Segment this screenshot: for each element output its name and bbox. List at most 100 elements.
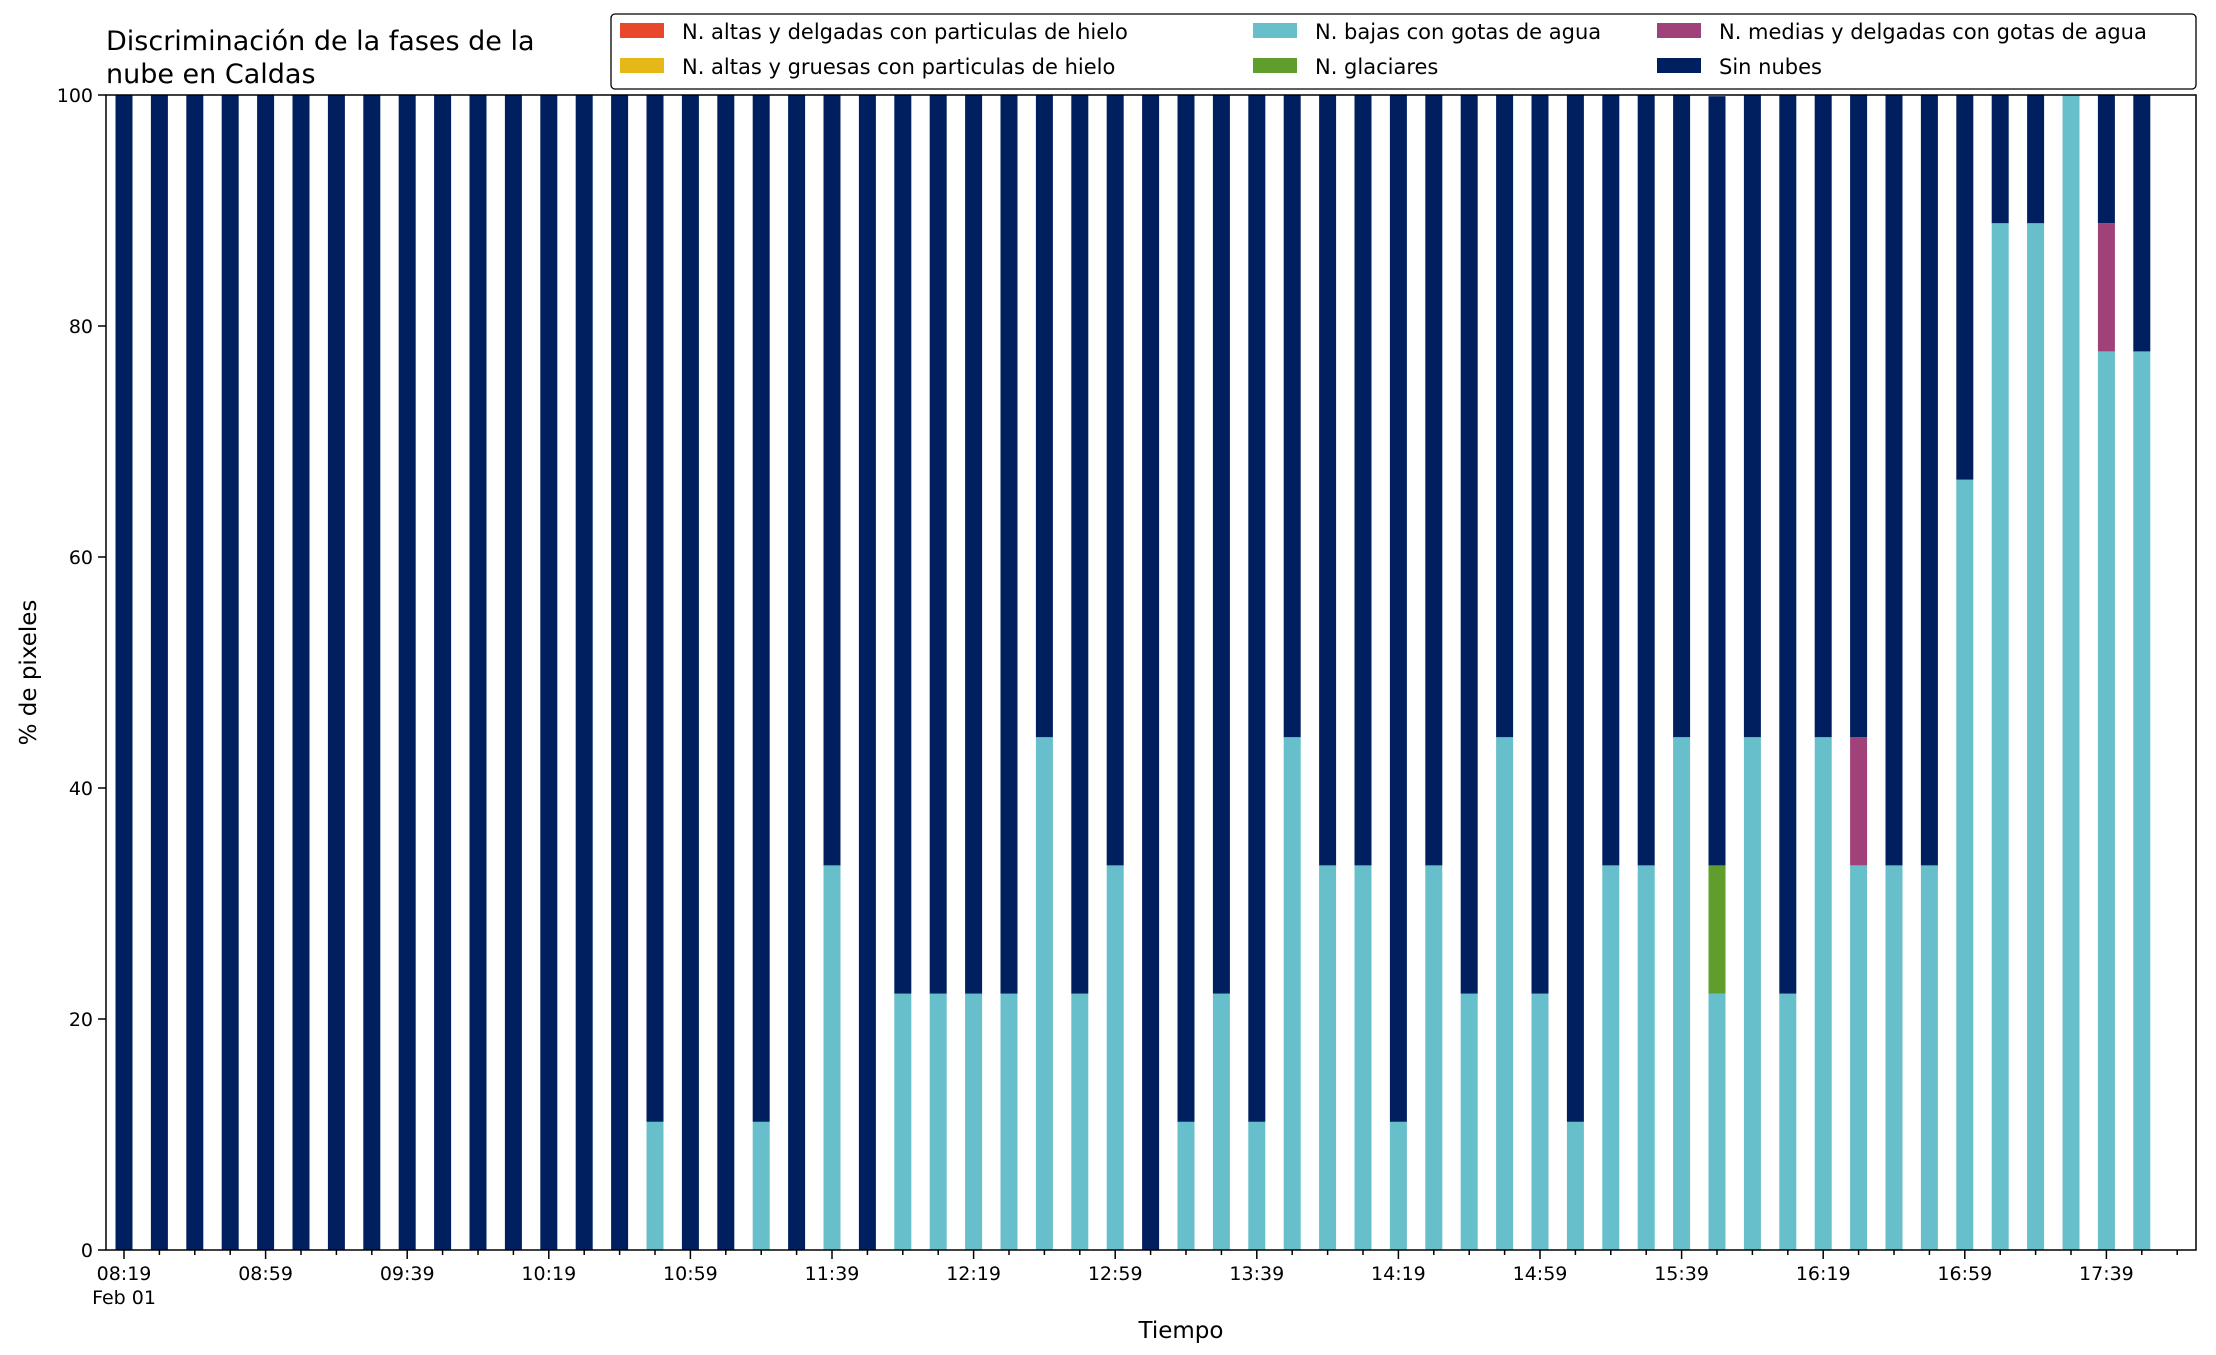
bar-bajas_gotas_agua-38 — [1460, 993, 1478, 1250]
x-tick-label: 15:39 — [1654, 1263, 1709, 1285]
bar-sin_nubes-45 — [1708, 96, 1726, 866]
bar-sin_nubes-3 — [221, 95, 239, 1250]
bar-sin_nubes-32 — [1248, 95, 1266, 1122]
bar-sin_nubes-16 — [681, 95, 699, 1250]
bar-bajas_gotas_agua-27 — [1071, 993, 1089, 1250]
x-axis: 08:19 08:59 09:39 10:19 10:59 11:39 12:19 12:59… — [92, 1250, 2178, 1309]
bar-bajas_gotas_agua-41 — [1566, 1121, 1584, 1250]
x-tick-label: 10:19 — [521, 1263, 576, 1285]
bar-bajas_gotas_agua-15 — [646, 1121, 664, 1250]
bar-sin_nubes-40 — [1531, 95, 1549, 994]
bar-sin_nubes-48 — [1814, 95, 1832, 738]
bar-sin_nubes-13 — [575, 95, 593, 1250]
bar-bajas_gotas_agua-50 — [1885, 865, 1903, 1250]
bar-sin_nubes-1 — [150, 95, 168, 1250]
y-axis-label: % de pixeles — [16, 600, 42, 746]
y-tick-label: 40 — [69, 778, 93, 800]
x-tick-label: 09:39 — [380, 1263, 435, 1285]
x-tick-label: 08:59 — [238, 1263, 293, 1285]
bar-sin_nubes-33 — [1283, 95, 1301, 738]
bars-layer — [115, 95, 2151, 1251]
bar-bajas_gotas_agua-20 — [823, 865, 841, 1250]
bar-bajas_gotas_agua-26 — [1035, 737, 1053, 1250]
legend: N. altas y delgadas con particulas de hi… — [610, 13, 2197, 90]
bar-bajas_gotas_agua-57 — [2133, 351, 2151, 1250]
legend-swatch-altas_gruesas_hielo — [620, 58, 664, 73]
bar-sin_nubes-4 — [257, 95, 275, 1250]
bar-bajas_gotas_agua-24 — [965, 993, 983, 1250]
bar-sin_nubes-38 — [1460, 95, 1478, 994]
bar-sin_nubes-31 — [1212, 95, 1230, 994]
bar-sin_nubes-35 — [1354, 95, 1372, 866]
bar-bajas_gotas_agua-47 — [1779, 993, 1797, 1250]
bar-sin_nubes-10 — [469, 95, 487, 1250]
bar-bajas_gotas_agua-56 — [2097, 351, 2115, 1250]
x-tick-label: 10:59 — [663, 1263, 718, 1285]
bar-bajas_gotas_agua-34 — [1319, 865, 1337, 1250]
bar-bajas_gotas_agua-44 — [1673, 737, 1691, 1250]
bar-sin_nubes-49 — [1850, 95, 1868, 738]
bar-sin_nubes-0 — [115, 95, 133, 1250]
bar-sin_nubes-27 — [1071, 95, 1089, 994]
bar-sin_nubes-30 — [1177, 95, 1195, 1122]
bar-sin_nubes-34 — [1319, 95, 1337, 866]
bar-bajas_gotas_agua-31 — [1212, 993, 1230, 1250]
x-tick-label: 11:39 — [805, 1263, 860, 1285]
bar-bajas_gotas_agua-52 — [1956, 479, 1974, 1250]
bar-sin_nubes-41 — [1566, 95, 1584, 1122]
y-tick-label: 20 — [69, 1009, 93, 1031]
x-tick-label: 13:39 — [1229, 1263, 1284, 1285]
bar-sin_nubes-19 — [788, 95, 806, 1250]
bar-bajas_gotas_agua-37 — [1425, 865, 1443, 1250]
bar-bajas_gotas_agua-39 — [1496, 737, 1514, 1250]
bar-sin_nubes-50 — [1885, 95, 1903, 866]
x-tick-label: 08:19 — [97, 1263, 152, 1285]
bar-bajas_gotas_agua-42 — [1602, 865, 1620, 1250]
bar-bajas_gotas_agua-23 — [929, 993, 947, 1250]
bar-sin_nubes-28 — [1106, 95, 1124, 866]
bar-sin_nubes-18 — [752, 95, 770, 1122]
bar-sin_nubes-29 — [1142, 95, 1160, 1250]
bar-sin_nubes-36 — [1389, 95, 1407, 1122]
bar-bajas_gotas_agua-54 — [2027, 223, 2045, 1251]
bar-sin_nubes-52 — [1956, 95, 1974, 480]
x-axis-label: Tiempo — [1138, 1318, 1224, 1344]
bar-sin_nubes-9 — [434, 95, 452, 1250]
bar-sin_nubes-23 — [929, 95, 947, 994]
bar-sin_nubes-46 — [1743, 95, 1761, 738]
bar-bajas_gotas_agua-45 — [1708, 993, 1726, 1250]
bar-bajas_gotas_agua-46 — [1743, 737, 1761, 1250]
bar-bajas_gotas_agua-43 — [1637, 865, 1655, 1250]
bar-sin_nubes-57 — [2133, 95, 2151, 352]
y-tick-label: 100 — [57, 85, 93, 107]
legend-label-medias_delgadas_gotas_agua: N. medias y delgadas con gotas de agua — [1719, 20, 2147, 44]
legend-swatch-bajas_gotas_agua — [1253, 23, 1297, 38]
bar-bajas_gotas_agua-28 — [1106, 865, 1124, 1250]
legend-label-glaciares: N. glaciares — [1315, 55, 1438, 79]
bar-glaciares-45 — [1708, 865, 1726, 994]
bar-bajas_gotas_agua-30 — [1177, 1121, 1195, 1250]
bar-sin_nubes-20 — [823, 95, 841, 866]
y-tick-label: 60 — [69, 547, 93, 569]
bar-sin_nubes-22 — [894, 95, 912, 994]
bar-sin_nubes-56 — [2097, 95, 2115, 224]
bar-bajas_gotas_agua-25 — [1000, 993, 1018, 1250]
legend-label-bajas_gotas_agua: N. bajas con gotas de agua — [1315, 20, 1601, 44]
bar-medias_delgadas_gotas_agua-49 — [1850, 737, 1868, 866]
bar-sin_nubes-24 — [965, 95, 983, 994]
legend-swatch-medias_delgadas_gotas_agua — [1657, 23, 1701, 38]
x-tick-label: 17:39 — [2079, 1263, 2134, 1285]
legend-label-altas_gruesas_hielo: N. altas y gruesas con particulas de hie… — [682, 55, 1115, 79]
bar-sin_nubes-51 — [1920, 95, 1938, 866]
bar-sin_nubes-42 — [1602, 95, 1620, 866]
bar-sin_nubes-47 — [1779, 95, 1797, 994]
bar-bajas_gotas_agua-49 — [1850, 865, 1868, 1250]
bar-sin_nubes-17 — [717, 95, 735, 1250]
bar-sin_nubes-43 — [1637, 95, 1655, 866]
bar-sin_nubes-2 — [186, 95, 204, 1250]
bar-bajas_gotas_agua-22 — [894, 993, 912, 1250]
bar-bajas_gotas_agua-33 — [1283, 737, 1301, 1250]
bar-sin_nubes-5 — [292, 95, 310, 1250]
bar-sin_nubes-15 — [646, 95, 664, 1122]
bar-medias_delgadas_gotas_agua-56 — [2097, 223, 2115, 352]
